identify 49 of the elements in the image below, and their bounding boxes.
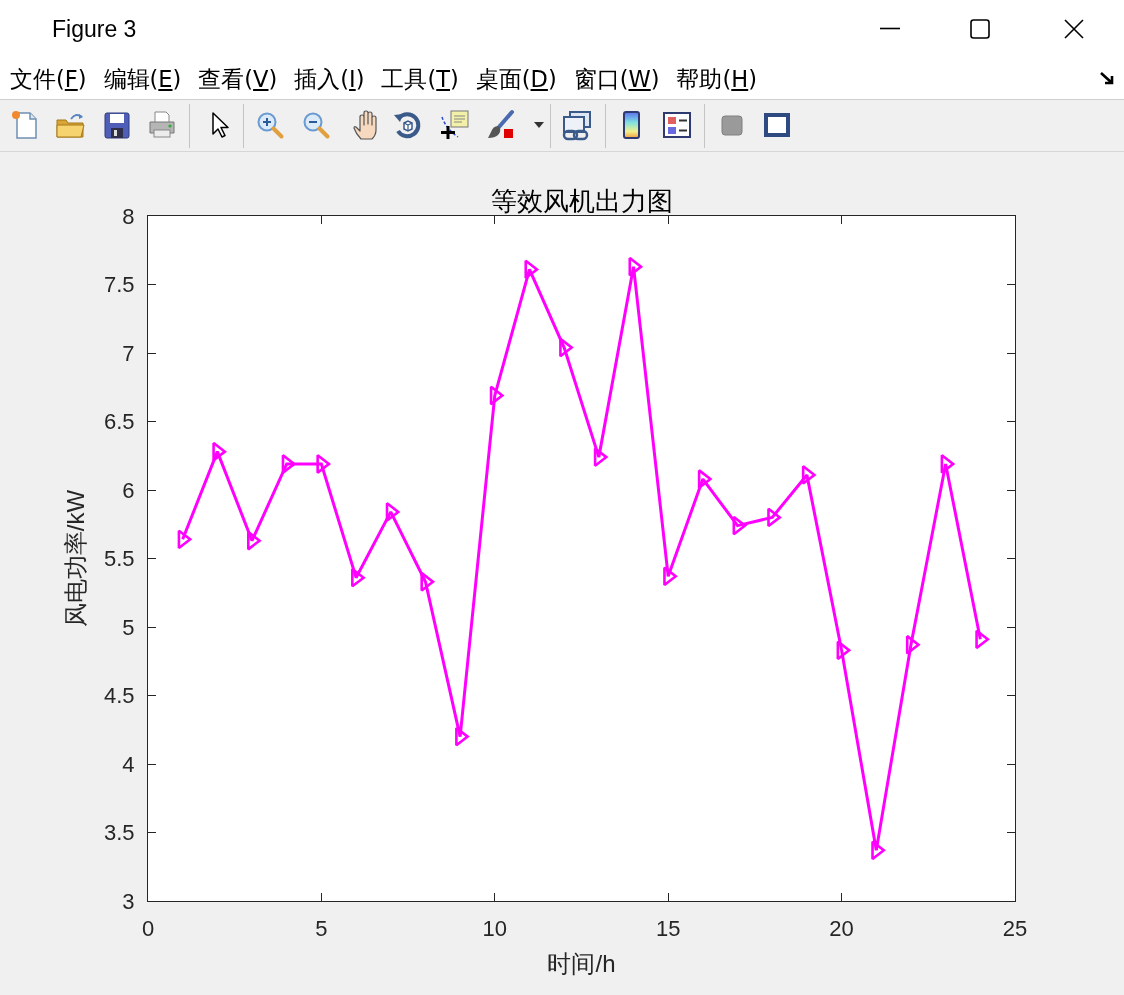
point [593,447,608,468]
y-tick-label: 4.5 [104,683,135,709]
x-tick-label: 0 [141,916,155,942]
point [281,454,296,474]
y-tick-label: 8 [122,203,135,229]
y-tick-label: 7 [122,340,135,366]
point [385,501,400,522]
y-tick-label: 7.5 [104,272,135,298]
point [697,469,712,489]
point [316,454,331,474]
y-tick-label: 5.5 [104,546,135,572]
text: 窗口(W) [573,65,660,94]
chart-title: 等效风机出力图 [490,187,673,216]
point [836,640,851,661]
x-tick-label: 5 [315,916,328,942]
point [628,256,643,277]
text: 插入(I) [294,65,365,94]
text: 文件(F) [10,65,87,94]
text: 桌面(D) [475,65,557,94]
x-tick-label: 20 [829,916,854,942]
y-tick-label: 3 [122,888,135,914]
point [801,464,816,485]
y-tick-label: 5 [122,614,135,640]
point [940,454,955,474]
text: 编辑(E) [103,65,182,94]
text: 工具(T) [381,65,459,94]
point [420,571,435,592]
point [871,840,886,861]
x-tick-label: 15 [655,916,681,942]
y-tick-label: 4 [122,751,135,777]
point [212,441,227,462]
caption: Figure 3 [52,15,137,44]
x-axis-title: 时间/h [547,949,616,977]
text: 查看(V) [198,65,278,94]
point [524,259,539,280]
point [975,629,990,650]
point [246,530,261,551]
point [732,515,747,536]
y-tick-label: 6.5 [104,409,135,435]
text: 帮助(H) [676,65,757,94]
y-tick-label: 3.5 [104,820,135,846]
x-tick-label: 25 [1002,916,1028,942]
point [177,529,192,550]
x-tick-label: 10 [482,916,508,942]
point [767,507,782,528]
y-tick-label: 6 [122,477,135,503]
y-axis-title: 风电功率/kW [62,489,90,628]
point [905,634,920,655]
point [489,385,504,406]
